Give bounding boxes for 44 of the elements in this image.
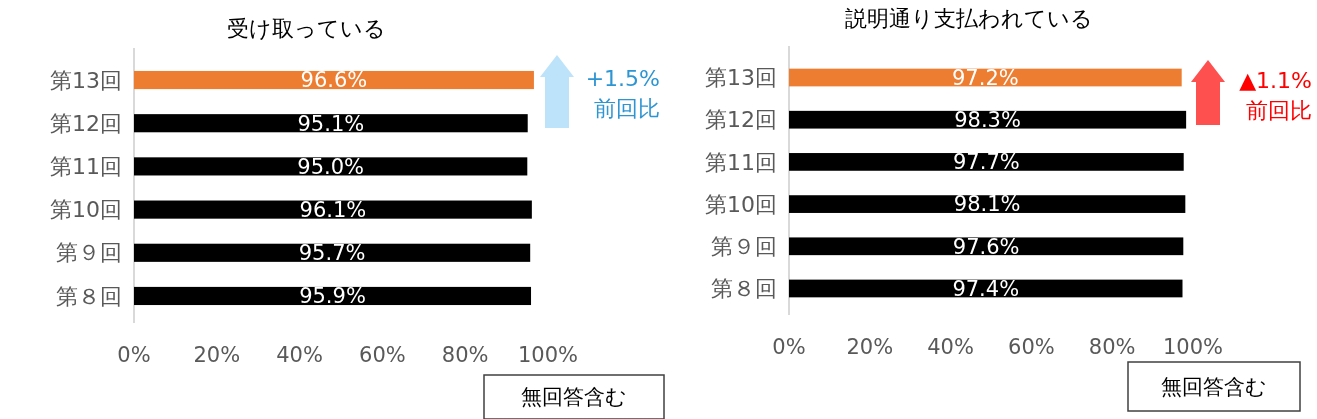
y-tick-label: 第８回 — [711, 276, 777, 302]
y-tick-label: 第13回 — [705, 65, 777, 91]
y-tick-label: 第10回 — [705, 191, 777, 217]
y-tick-label: 第９回 — [56, 240, 122, 266]
data-label: 95.9% — [299, 284, 366, 309]
y-tick-label: 第11回 — [705, 149, 777, 175]
data-label: 96.6% — [300, 68, 368, 93]
x-tick-label: 0% — [117, 343, 151, 367]
chart-title: 受け取っている — [226, 16, 386, 41]
data-label: 95.1% — [297, 111, 365, 136]
x-tick-label: 40% — [927, 335, 974, 359]
data-label: 95.0% — [297, 154, 365, 179]
x-tick-label: 60% — [1008, 335, 1055, 359]
y-tick-label: 第13回 — [50, 67, 122, 93]
x-tick-label: 80% — [441, 343, 489, 367]
chart-title: 説明通り支払われている — [845, 6, 1093, 31]
y-tick-label: 第９回 — [711, 233, 777, 259]
data-label: 96.1% — [299, 197, 367, 222]
y-tick-label: 第12回 — [50, 110, 122, 136]
data-label: 97.4% — [952, 276, 1020, 301]
x-tick-label: 80% — [1088, 335, 1136, 359]
y-tick-label: 第８回 — [56, 283, 122, 309]
text: +1.5% — [585, 66, 660, 91]
text: 前回比 — [1246, 98, 1312, 123]
y-tick-label: 第11回 — [50, 154, 122, 180]
text: ▲1.1% — [1239, 68, 1312, 93]
text: 無回答含む — [1161, 374, 1267, 399]
data-label: 97.2% — [951, 65, 1019, 90]
x-tick-label: 20% — [193, 343, 241, 367]
x-tick-label: 100% — [1162, 335, 1224, 359]
data-label: 97.7% — [952, 150, 1020, 175]
y-tick-label: 第12回 — [705, 107, 777, 133]
data-label: 95.7% — [298, 241, 366, 266]
text: 前回比 — [594, 96, 660, 121]
x-tick-label: 100% — [517, 343, 579, 367]
x-tick-label: 20% — [846, 335, 894, 359]
y-tick-label: 第10回 — [50, 197, 122, 223]
x-tick-label: 0% — [772, 335, 806, 359]
text: 無回答含む — [521, 385, 627, 410]
data-label: 97.6% — [952, 234, 1020, 259]
x-tick-label: 60% — [359, 343, 406, 367]
data-label: 98.3% — [954, 108, 1021, 133]
x-tick-label: 40% — [276, 343, 323, 367]
data-label: 98.1% — [953, 192, 1021, 217]
